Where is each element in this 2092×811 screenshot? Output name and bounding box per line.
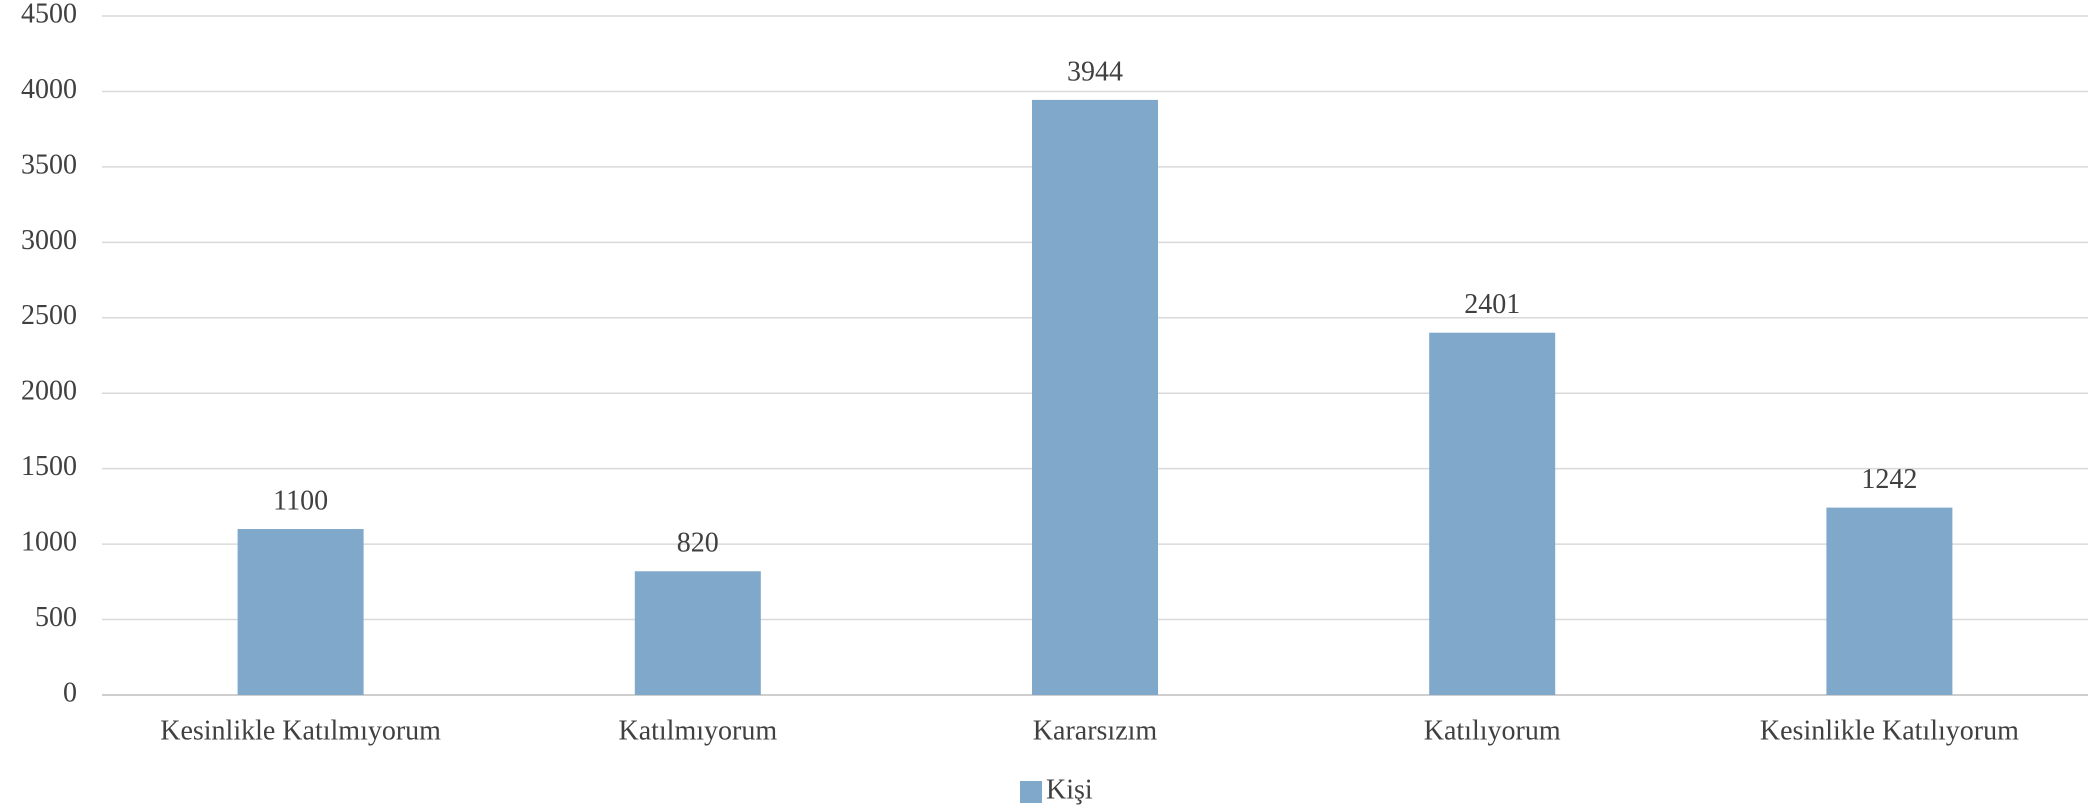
y-tick-label: 2500 — [21, 300, 77, 331]
y-tick-label: 3000 — [21, 225, 77, 256]
y-tick-label: 4000 — [21, 74, 77, 105]
x-tick-label: Kesinlikle Katılıyorum — [1760, 715, 2019, 746]
data-label: 1100 — [273, 485, 328, 516]
y-tick-label: 1500 — [21, 451, 77, 482]
y-tick-label: 500 — [35, 602, 77, 633]
bar — [1429, 332, 1556, 695]
data-label: 1242 — [1861, 464, 1917, 495]
y-tick-label: 0 — [63, 677, 77, 708]
data-label: 820 — [677, 528, 719, 559]
legend-label: Kişi — [1046, 774, 1093, 805]
x-tick-label: Katılmıyorum — [618, 715, 777, 746]
bar — [237, 529, 364, 695]
data-label: 3944 — [1067, 56, 1123, 87]
bar — [1032, 99, 1158, 695]
y-tick-label: 3500 — [21, 149, 77, 180]
y-tick-label: 1000 — [21, 527, 77, 558]
bar — [634, 571, 761, 695]
y-tick-label: 2000 — [21, 376, 77, 407]
x-tick-label: Kesinlikle Katılmıyorum — [160, 715, 441, 746]
data-label: 2401 — [1464, 289, 1520, 320]
bar — [1826, 507, 1953, 695]
x-tick-label: Katılıyorum — [1424, 715, 1561, 746]
y-tick-label: 4500 — [21, 0, 77, 29]
legend-swatch — [1020, 781, 1042, 803]
x-tick-label: Kararsızım — [1033, 715, 1158, 746]
